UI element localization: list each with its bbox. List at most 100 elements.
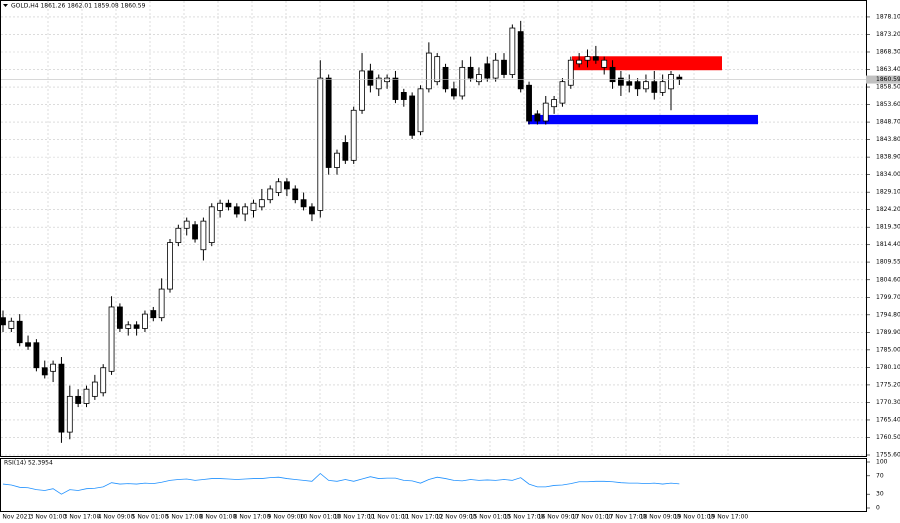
- x-tick-label: 8 Nov 01:00: [200, 514, 237, 521]
- x-tick-label: 5 Nov 01:00: [132, 514, 169, 521]
- rsi-panel: [0, 458, 867, 512]
- candle-body: [384, 77, 391, 83]
- y-tick-label: 1834.00: [876, 171, 900, 178]
- header-icon: [3, 4, 8, 7]
- candle-body: [668, 74, 674, 90]
- candle-body: [517, 31, 524, 90]
- y-tick-label: 1878.10: [876, 13, 900, 20]
- y-tick-label: 1873.20: [876, 31, 900, 38]
- y-tick-label: 1838.90: [876, 154, 900, 161]
- price-panel: [0, 0, 867, 457]
- y-tick-label: 1819.30: [876, 224, 900, 231]
- candle-body: [83, 388, 90, 404]
- candle-body: [100, 367, 107, 394]
- x-tick-label: 2 Nov 2021: [0, 514, 31, 521]
- x-tick-label: 3 Nov 01:00: [30, 514, 67, 521]
- candle-body: [117, 306, 123, 329]
- y-tick-label: 1829.10: [876, 189, 900, 196]
- candle-body: [325, 77, 332, 168]
- candle-body: [534, 113, 541, 122]
- candle-body: [609, 66, 616, 83]
- candle-body: [142, 313, 148, 329]
- y-tick-label: 1765.40: [876, 416, 900, 423]
- y-tick-label: 1858.50: [876, 84, 900, 91]
- candle-body: [91, 381, 98, 397]
- x-tick-label: 3 Nov 17:00: [64, 514, 101, 521]
- y-tick-label: 1760.50: [876, 434, 900, 441]
- candle-body: [434, 56, 441, 83]
- candle-body: [601, 59, 608, 68]
- y-tick-label: 1863.40: [876, 66, 900, 73]
- candle-body: [167, 242, 173, 290]
- candle-body: [676, 76, 683, 80]
- candle-body: [409, 95, 416, 136]
- candle-body: [509, 27, 516, 75]
- candle-body: [651, 81, 658, 93]
- candle-body: [233, 206, 240, 215]
- candle-body: [58, 363, 65, 433]
- rsi-label: RSI(14) 52.3954: [4, 460, 53, 467]
- y-tick-label: 1809.55: [876, 259, 900, 266]
- candle-body: [66, 395, 73, 433]
- candle-body: [392, 77, 399, 100]
- candle-body: [375, 77, 382, 90]
- candle-body: [659, 81, 666, 93]
- last-price-label: 1860.59: [876, 76, 900, 83]
- candle-body: [492, 59, 499, 79]
- candle-body: [334, 152, 340, 168]
- y-tick-label: 1868.30: [876, 48, 900, 55]
- candle-body: [258, 199, 265, 208]
- candle-body: [283, 181, 290, 190]
- candle-body: [267, 188, 274, 201]
- candle-body: [400, 91, 407, 100]
- x-tick-label: 16 Nov 09:00: [538, 514, 579, 521]
- last-price-box: [866, 75, 900, 84]
- y-tick-label: 1853.60: [876, 101, 900, 108]
- candle-body: [567, 59, 574, 86]
- candle-body: [559, 81, 566, 104]
- candle-body: [476, 74, 482, 83]
- header: GOLD,H4 1861.26 1862.01 1859.08 1860.59: [11, 3, 146, 10]
- candle-body: [417, 88, 424, 133]
- y-tick-label: 1780.10: [876, 364, 900, 371]
- zone: [572, 56, 722, 71]
- y-tick-label: 1848.70: [876, 119, 900, 126]
- candle-body: [0, 317, 6, 326]
- x-tick-label: 11 Nov 17:00: [402, 514, 443, 521]
- x-tick-label: 10 Nov 17:00: [334, 514, 375, 521]
- candle-body: [192, 224, 198, 240]
- y-tick-label: 1785.00: [876, 346, 900, 353]
- candle-body: [200, 220, 207, 251]
- candle-body: [618, 77, 624, 86]
- rsi-tick-label: 100: [876, 459, 888, 466]
- candle-body: [450, 88, 457, 97]
- candle-body: [484, 63, 491, 79]
- candle-body: [459, 66, 466, 97]
- x-tick-label: 8 Nov 17:00: [234, 514, 271, 521]
- candle-body: [425, 52, 432, 90]
- candle-body: [175, 227, 182, 243]
- y-tick-label: 1789.90: [876, 329, 900, 336]
- candle-body: [275, 181, 282, 193]
- y-tick-label: 1814.40: [876, 241, 900, 248]
- candle-body: [317, 77, 324, 211]
- candle-body: [300, 199, 307, 208]
- candle-body: [467, 66, 474, 79]
- candle-body: [33, 342, 40, 369]
- candle-body: [542, 102, 549, 122]
- x-tick-label: 4 Nov 09:00: [98, 514, 135, 521]
- x-tick-label: 11 Nov 01:00: [368, 514, 409, 521]
- candle-body: [25, 342, 31, 347]
- rsi-tick-label: 70: [876, 472, 884, 479]
- y-tick-label: 1770.30: [876, 399, 900, 406]
- candle-body: [576, 59, 583, 65]
- rsi-line: [2, 472, 680, 495]
- x-tick-label: 15 Nov 01:00: [470, 514, 511, 521]
- candle-body: [359, 70, 365, 111]
- x-tick-label: 10 Nov 01:00: [300, 514, 341, 521]
- candle-body: [592, 56, 599, 61]
- candle-body: [626, 81, 633, 86]
- candle-body: [634, 81, 641, 90]
- y-tick-label: 1843.80: [876, 136, 900, 143]
- rsi-tick-label: 0: [876, 505, 880, 512]
